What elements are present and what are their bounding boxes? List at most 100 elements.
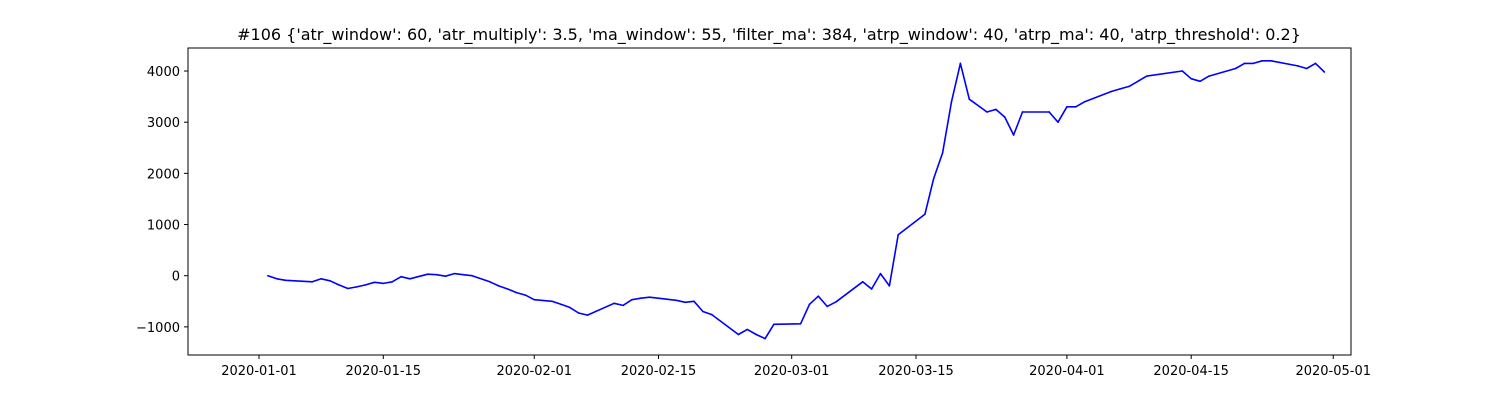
data-point [675, 299, 678, 302]
data-point [338, 284, 340, 286]
data-point [1066, 106, 1068, 108]
data-point [1208, 75, 1210, 77]
data-point [515, 291, 518, 294]
data-point [444, 275, 447, 278]
data-point [693, 300, 695, 303]
data-point [560, 303, 562, 306]
plot-area [187, 47, 1352, 356]
data-point [835, 300, 837, 303]
data-point [1021, 111, 1024, 113]
data-point [959, 62, 962, 65]
data-point [1048, 111, 1050, 113]
data-point [471, 274, 473, 277]
data-point [1323, 71, 1326, 73]
data-point [275, 277, 278, 280]
data-point [631, 298, 633, 301]
data-point [826, 305, 829, 308]
y-tick-label: 4000 [147, 65, 180, 80]
data-point [1270, 59, 1272, 62]
data-point [1146, 75, 1148, 77]
data-point [879, 272, 882, 275]
x-tick-label: 2020-03-01 [754, 364, 830, 379]
data-point [1119, 88, 1121, 90]
data-point [497, 285, 500, 287]
y-tick-label: 0 [172, 270, 180, 285]
data-point [986, 111, 988, 113]
data-point [1252, 62, 1255, 65]
data-point [435, 273, 438, 276]
data-point [364, 284, 367, 286]
data-point [267, 274, 269, 277]
data-point [941, 152, 944, 154]
y-tick-label: 3000 [147, 116, 180, 131]
data-point [1181, 70, 1184, 72]
data-point [773, 323, 775, 326]
data-point [702, 310, 704, 313]
data-point [524, 294, 527, 296]
x-tick-label: 2020-05-01 [1295, 364, 1371, 379]
data-point [639, 297, 642, 300]
y-axis: −1000 0 1000 2000 3000 4000 [136, 65, 188, 336]
data-point [1003, 116, 1006, 118]
data-point [737, 333, 740, 336]
y-tick-label: −1000 [136, 321, 180, 336]
data-point [613, 302, 615, 305]
data-point [426, 273, 429, 275]
data-point [373, 281, 376, 284]
data-point [409, 277, 411, 280]
data-point [932, 177, 935, 180]
x-tick-label: 2020-03-15 [878, 364, 954, 379]
data-point [533, 298, 536, 301]
data-point [1190, 77, 1192, 80]
data-point [1314, 62, 1317, 65]
data-point [764, 337, 766, 340]
data-point [453, 272, 456, 275]
data-point [1199, 80, 1201, 83]
data-point [586, 314, 589, 316]
data-point [950, 100, 953, 103]
data-point [320, 277, 322, 280]
data-points [267, 59, 1326, 340]
y-tick-label: 1000 [147, 219, 180, 234]
data-point [870, 288, 873, 290]
data-point [1261, 59, 1264, 62]
data-point [355, 286, 358, 288]
data-point [1012, 134, 1015, 136]
data-point [391, 281, 393, 283]
data-point [861, 281, 864, 283]
data-point [924, 213, 926, 216]
x-tick-label: 2020-04-15 [1153, 364, 1229, 379]
data-point [888, 285, 891, 287]
data-point [1128, 85, 1130, 88]
data-point [1110, 90, 1113, 93]
data-point [755, 333, 757, 336]
chart-title: #106 {'atr_window': 60, 'atr_multiply': … [237, 25, 1301, 45]
x-tick-label: 2020-02-01 [496, 364, 572, 379]
x-tick-label: 2020-01-01 [221, 364, 297, 379]
data-point [1137, 80, 1139, 83]
data-point [568, 306, 571, 309]
data-point [799, 322, 802, 325]
data-point [995, 108, 997, 111]
data-point [710, 313, 713, 316]
data-point [808, 303, 811, 306]
data-point [817, 295, 820, 297]
data-point [684, 301, 686, 304]
data-point [1305, 67, 1308, 70]
data-point [648, 296, 651, 298]
data-point [1243, 62, 1246, 65]
data-point [551, 300, 553, 303]
x-axis: 2020-01-01 2020-01-15 2020-02-01 2020-02-15… [221, 355, 1371, 379]
data-point [284, 279, 287, 282]
data-point [400, 275, 402, 278]
data-point [329, 280, 331, 282]
x-tick-label: 2020-01-15 [346, 364, 422, 379]
data-point [1057, 121, 1059, 123]
data-point [462, 273, 465, 276]
data-point [746, 328, 749, 331]
data-point [1083, 100, 1086, 103]
data-point [489, 281, 491, 283]
x-tick-label: 2020-02-15 [621, 364, 697, 379]
data-point [897, 233, 900, 236]
